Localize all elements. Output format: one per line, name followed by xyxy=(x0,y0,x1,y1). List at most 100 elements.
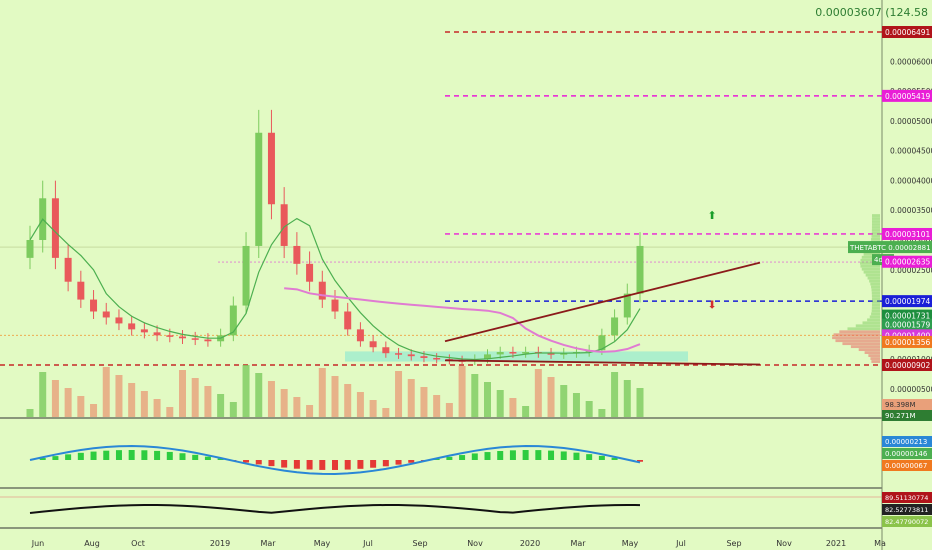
candle-body xyxy=(77,281,85,300)
candle-body xyxy=(293,245,301,264)
volume-bar xyxy=(255,373,263,417)
price-badge xyxy=(882,89,932,102)
volume-profile-bar xyxy=(864,351,880,355)
macd-histogram-bar xyxy=(433,458,440,460)
volume-bar xyxy=(153,399,161,417)
macd-histogram-bar xyxy=(141,450,148,460)
candle-body xyxy=(191,338,199,340)
macd-histogram-bar xyxy=(179,453,186,460)
macd-histogram-bar xyxy=(611,457,618,460)
trend-line-base xyxy=(444,359,761,366)
candle-body xyxy=(331,299,339,312)
volume-bar xyxy=(598,409,606,417)
volume-profile-bar xyxy=(860,261,880,265)
volume-profile-bar xyxy=(855,324,880,328)
candle-body xyxy=(115,317,123,324)
volume-profile-bar xyxy=(871,217,880,220)
macd-histogram-bar xyxy=(471,453,478,460)
x-tick-label: 2021 xyxy=(826,539,846,548)
volume-profile-bar xyxy=(871,312,880,316)
volume-bar xyxy=(585,401,593,417)
oscillator-badge xyxy=(882,504,932,515)
volume-profile-bar xyxy=(865,273,880,277)
macd-histogram-bar xyxy=(103,450,110,460)
macd-histogram-bar xyxy=(319,460,326,470)
x-tick-label: May xyxy=(622,539,639,548)
macd-histogram-bar xyxy=(166,451,173,460)
volume-bar xyxy=(293,397,301,417)
macd-histogram-bar xyxy=(395,460,402,465)
macd-histogram-bar xyxy=(154,450,161,460)
volume-profile-bar xyxy=(871,288,880,292)
candle-body xyxy=(64,257,72,282)
macd-badge xyxy=(882,436,932,447)
x-tick-label: Nov xyxy=(776,539,792,548)
volume-bar xyxy=(356,392,364,417)
macd-label: 0.00000213 xyxy=(885,438,927,446)
macd-label: 0.00000067 xyxy=(885,462,927,470)
macd-histogram-bar xyxy=(637,460,643,462)
price-badge xyxy=(882,255,932,268)
candle-body xyxy=(598,335,606,351)
volume-profile-bar xyxy=(871,303,880,307)
y-tick-label: 0.00000500 xyxy=(890,385,932,394)
volume-bar xyxy=(140,391,148,417)
volume-bar xyxy=(369,400,377,417)
macd-histogram-bar xyxy=(573,452,580,460)
volume-profile-bar xyxy=(871,237,880,241)
price-badge-label: 0.00001731 xyxy=(885,312,931,321)
macd-histogram-bar xyxy=(459,455,466,460)
volume-bar xyxy=(242,365,250,417)
price-badge-label: 0.00003101 xyxy=(885,230,931,239)
volume-profile-bar xyxy=(869,279,880,283)
volume-profile-bar xyxy=(860,258,880,262)
x-tick-label: Sep xyxy=(726,539,741,548)
x-tick-label: Mar xyxy=(260,539,276,548)
candle-body xyxy=(356,329,364,342)
volume-label: 98.398M xyxy=(885,401,916,409)
volume-profile-bar xyxy=(871,223,880,226)
macd-histogram-bar xyxy=(497,451,504,460)
macd-histogram-bar xyxy=(586,454,593,460)
volume-bar xyxy=(458,366,466,417)
price-badge xyxy=(882,26,932,38)
volume-bar xyxy=(331,376,339,417)
symbol-badge xyxy=(848,241,932,254)
candle-body xyxy=(179,336,186,339)
volume-badge xyxy=(882,399,932,410)
volume-bar xyxy=(204,386,212,417)
volume-profile-bar xyxy=(861,255,880,259)
volume-profile-bar xyxy=(833,333,880,337)
y-tick-label: 0.00004000 xyxy=(890,176,932,185)
volume-bar xyxy=(534,369,542,417)
price-badge xyxy=(882,295,932,308)
macd-histogram-bar xyxy=(115,450,122,460)
oscillator-label: 82.52773811 xyxy=(885,506,928,514)
volume-profile-bar xyxy=(847,327,880,331)
macd-histogram-bar xyxy=(192,454,199,460)
macd-histogram-bar xyxy=(52,456,59,460)
x-tick-label: Aug xyxy=(84,539,100,548)
macd-histogram-bar xyxy=(255,460,262,465)
volume-bar xyxy=(51,380,59,417)
candle-body xyxy=(229,305,237,336)
candle-body xyxy=(420,356,428,358)
oscillator-badge xyxy=(882,492,932,503)
volume-profile-bar xyxy=(861,267,880,271)
candle-body xyxy=(395,353,403,355)
volume-bar xyxy=(623,380,631,417)
volume-bar xyxy=(115,375,123,417)
price-badge xyxy=(882,335,932,348)
x-tick-label: Nov xyxy=(467,539,483,548)
volume-bar xyxy=(191,378,199,417)
volume-bar xyxy=(572,393,580,417)
volume-profile-bar xyxy=(868,354,880,357)
x-tick-label: Jul xyxy=(675,539,686,548)
volume-bar xyxy=(547,377,555,417)
price-badge-label: 0.00000902 xyxy=(885,361,931,370)
volume-profile-bar xyxy=(871,232,880,235)
macd-label: 0.00000146 xyxy=(885,450,928,458)
macd-histogram-bar xyxy=(560,451,567,460)
volume-bar xyxy=(128,383,136,417)
